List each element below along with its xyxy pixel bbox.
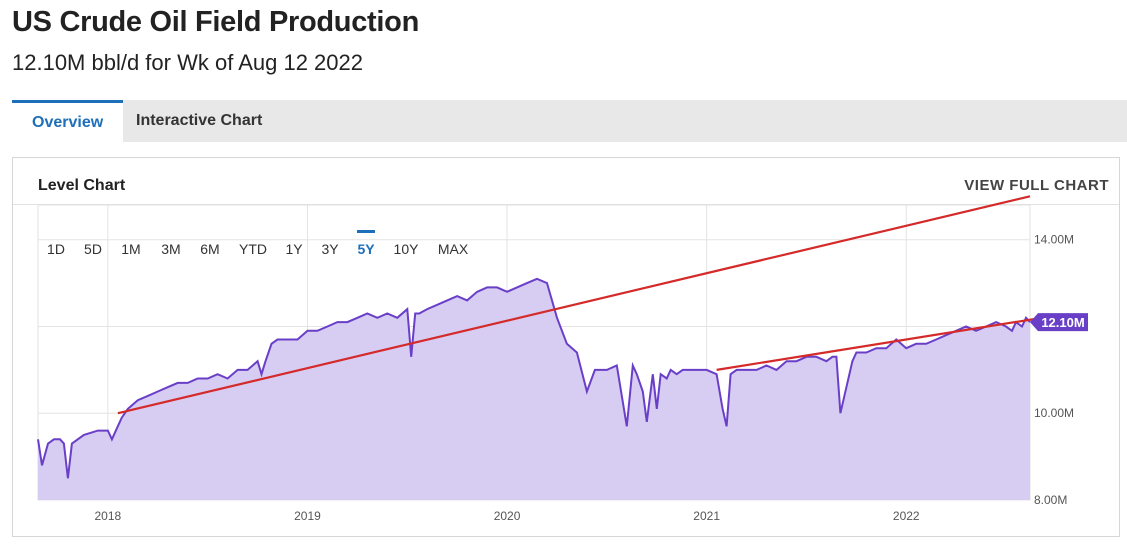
card-title: Level Chart	[38, 177, 126, 194]
range-button-1d[interactable]: 1D	[47, 241, 65, 257]
x-tick-label: 2020	[494, 509, 521, 523]
lower-trend	[716, 316, 1043, 371]
badge-arrow	[1030, 313, 1038, 332]
range-button-1y[interactable]: 1Y	[285, 241, 303, 257]
y-tick-label: 14.00M	[1034, 233, 1074, 247]
tab-overview[interactable]: Overview	[12, 100, 124, 142]
tab-bar: Overview Interactive Chart	[12, 100, 1127, 142]
range-button-10y[interactable]: 10Y	[394, 241, 420, 257]
badge-box	[1038, 313, 1088, 332]
tab-interactive-chart[interactable]: Interactive Chart	[136, 112, 263, 129]
x-axis-ticks: 2018 2019 2020 2021 2022	[95, 509, 920, 523]
trend-lines	[117, 195, 1043, 415]
range-button-ytd[interactable]: YTD	[239, 241, 267, 257]
x-tick-label: 2022	[893, 509, 920, 523]
range-active-indicator	[357, 230, 375, 233]
range-button-5y[interactable]: 5Y	[357, 241, 375, 257]
view-full-chart-link[interactable]: VIEW FULL CHART	[964, 177, 1109, 194]
y-tick-label: 8.00M	[1034, 493, 1067, 507]
series-area	[38, 278, 1030, 500]
y-tick-label: 10.00M	[1034, 406, 1074, 420]
range-selector: 1D 5D 1M 3M 6M YTD 1Y 3Y 5Y 10Y MAX	[47, 230, 469, 257]
y-axis-ticks: 8.00M 10.00M 14.00M	[1034, 233, 1074, 507]
x-tick-label: 2021	[693, 509, 720, 523]
x-tick-label: 2018	[95, 509, 122, 523]
upper-trend	[117, 195, 1031, 415]
range-button-6m[interactable]: 6M	[200, 241, 219, 257]
range-button-max[interactable]: MAX	[438, 241, 469, 257]
last-value-badge: 12.10M	[1030, 313, 1088, 332]
page-title: US Crude Oil Field Production	[12, 6, 419, 38]
range-button-1m[interactable]: 1M	[121, 241, 140, 257]
x-tick-label: 2019	[294, 509, 321, 523]
range-button-3m[interactable]: 3M	[161, 241, 180, 257]
series-line	[37, 277, 1031, 479]
last-value-label: 12.10M	[1041, 315, 1084, 330]
page-subtitle: 12.10M bbl/d for Wk of Aug 12 2022	[12, 50, 364, 75]
range-button-5d[interactable]: 5D	[84, 241, 102, 257]
range-button-3y[interactable]: 3Y	[321, 241, 339, 257]
